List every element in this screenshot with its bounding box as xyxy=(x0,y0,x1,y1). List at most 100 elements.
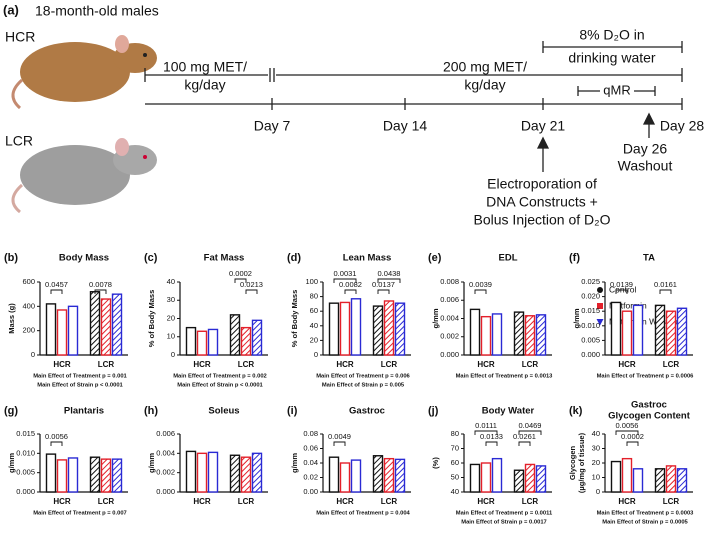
arrow-head xyxy=(642,112,656,125)
bar xyxy=(372,455,384,493)
y-tick-label: 0 xyxy=(314,350,318,359)
panel-label: (e) xyxy=(428,252,442,264)
y-tick-label: 60 xyxy=(310,306,318,315)
bar xyxy=(469,463,481,493)
p-value: 0.0031 xyxy=(334,269,357,278)
bar xyxy=(100,458,112,493)
event-text: Electroporation of xyxy=(487,176,597,192)
bar xyxy=(45,453,57,493)
p-value: 0.0002 xyxy=(621,432,644,441)
panel-label: (k) xyxy=(569,405,583,417)
panel-label: (c) xyxy=(144,252,158,264)
stat-note: Main Effect of Treatment p = 0.0013 xyxy=(456,374,554,380)
y-tick-label: 70 xyxy=(451,443,459,452)
bar xyxy=(185,450,197,493)
chart-panel: (j) Body Water (%) 40 50 60 70 80 HCR LCR 0.0111 0.… xyxy=(428,405,553,526)
chart-title: EDL xyxy=(499,253,518,264)
bar xyxy=(45,303,57,356)
x-tick-label: HCR xyxy=(193,497,211,506)
chart-panel: (d) Lean Mass % of Body Mass 0 20 40 60 80 100 HC… xyxy=(287,252,411,389)
bar xyxy=(56,459,68,493)
bar xyxy=(89,456,101,493)
stat-note: Main Effect of Strain p = 0.005 xyxy=(322,383,405,389)
bar xyxy=(480,462,492,493)
bar xyxy=(632,304,644,356)
strain-label: LCR xyxy=(5,133,33,149)
y-tick-label: 0.004 xyxy=(156,448,175,457)
bar xyxy=(610,460,622,493)
chart-panel: (g) Plantaris g/mm 0.000 0.005 0.010 0.015 HCR L… xyxy=(4,405,128,517)
x-tick-label: LCR xyxy=(98,360,115,369)
y-tick-label: 30 xyxy=(167,295,175,304)
x-tick-label: LCR xyxy=(98,497,115,506)
chart-title: Gastroc xyxy=(631,400,667,411)
bar xyxy=(207,328,219,356)
y-tick-label: 10 xyxy=(167,332,175,341)
y-tick-label: 0.000 xyxy=(156,487,175,496)
bar xyxy=(251,452,263,493)
significance-bracket xyxy=(474,430,498,435)
x-tick-label: LCR xyxy=(663,360,680,369)
y-tick-label: 0.02 xyxy=(303,472,318,481)
p-value: 0.0457 xyxy=(45,280,68,289)
y-tick-label: 0.000 xyxy=(16,487,35,496)
y-tick-label: 40 xyxy=(592,429,600,438)
legend-marker xyxy=(597,287,603,293)
bar xyxy=(394,302,406,356)
p-value: 0.0082 xyxy=(339,280,362,289)
y-tick-label: 0.005 xyxy=(16,468,35,477)
significance-bracket xyxy=(377,289,390,294)
panel-label: (f) xyxy=(569,252,580,264)
event-text: DNA Constructs + xyxy=(486,194,598,210)
y-tick-label: 0.006 xyxy=(440,295,459,304)
significance-bracket xyxy=(94,289,107,294)
bar xyxy=(621,310,633,356)
day-label: Day 14 xyxy=(383,118,428,134)
y-tick-label: 0.020 xyxy=(581,292,600,301)
stat-note: Main Effect of Strain p = 0.0017 xyxy=(461,520,547,526)
y-tick-label: 20 xyxy=(310,335,318,344)
stat-note: Main Effect of Strain p = 0.0005 xyxy=(602,520,688,526)
panel-label: (d) xyxy=(287,252,301,264)
chart-panel: (e) EDL g/mm 0.000 0.002 0.004 0.006 0.008 HCR LC… xyxy=(428,252,553,380)
stat-note: Main Effect of Treatment p = 0.002 xyxy=(173,374,267,380)
y-tick-label: 0.08 xyxy=(303,429,318,438)
water-text: 8% D₂O in xyxy=(579,27,644,43)
chart-title: Lean Mass xyxy=(343,253,392,264)
arrow-head xyxy=(536,136,550,149)
y-tick-label: 0.010 xyxy=(581,321,600,330)
x-tick-label: LCR xyxy=(238,360,255,369)
bar xyxy=(535,314,547,356)
strain-label: HCR xyxy=(5,29,35,45)
bar xyxy=(535,465,547,493)
bar xyxy=(56,309,68,356)
y-tick-label: 30 xyxy=(592,443,600,452)
day-label: Day 21 xyxy=(521,118,566,134)
bar xyxy=(491,313,503,356)
x-tick-label: LCR xyxy=(663,497,680,506)
x-tick-label: HCR xyxy=(618,360,636,369)
y-axis-label: Glycogen xyxy=(568,446,577,481)
significance-bracket xyxy=(615,289,628,294)
x-tick-label: HCR xyxy=(53,497,71,506)
p-value: 0.0438 xyxy=(378,269,401,278)
p-value: 0.0261 xyxy=(513,432,536,441)
bar xyxy=(111,458,123,493)
panel-label: (i) xyxy=(287,405,298,417)
y-tick-label: 0.002 xyxy=(156,468,175,477)
y-tick-label: 40 xyxy=(167,277,175,286)
legend-label: Metformin xyxy=(609,300,647,310)
y-tick-label: 200 xyxy=(22,326,35,335)
significance-bracket xyxy=(245,289,258,294)
y-tick-label: 0.06 xyxy=(303,443,318,452)
y-axis-label: % of Body Mass xyxy=(147,290,156,348)
y-tick-label: 20 xyxy=(167,313,175,322)
bar xyxy=(207,451,219,493)
significance-bracket xyxy=(518,441,531,446)
y-tick-label: 10 xyxy=(592,472,600,481)
stat-note: Main Effect of Strain p < 0.0001 xyxy=(177,383,263,389)
p-value: 0.0213 xyxy=(240,280,263,289)
significance-bracket xyxy=(344,289,357,294)
y-axis-label: (µg/mg of tissue) xyxy=(577,432,586,493)
stat-note: Main Effect of Treatment p = 0.0003 xyxy=(597,511,695,517)
